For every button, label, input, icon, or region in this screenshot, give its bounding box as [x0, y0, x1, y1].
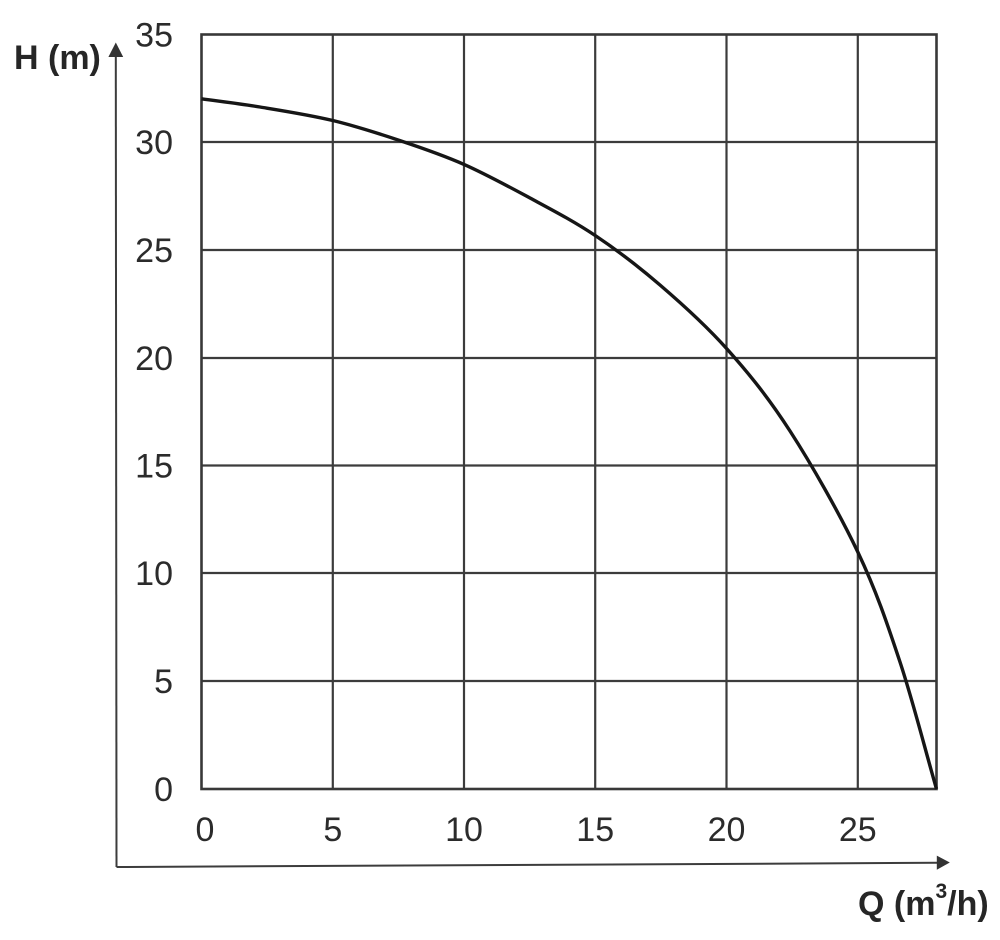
svg-text:5: 5: [154, 663, 173, 701]
svg-text:15: 15: [576, 811, 614, 849]
svg-text:20: 20: [708, 811, 746, 849]
svg-text:0: 0: [154, 771, 173, 809]
svg-text:0: 0: [196, 811, 215, 849]
svg-text:10: 10: [445, 811, 483, 849]
svg-text:35: 35: [135, 17, 173, 55]
svg-text:H (m): H (m): [14, 39, 101, 77]
svg-text:30: 30: [135, 124, 173, 162]
svg-text:20: 20: [135, 340, 173, 378]
svg-text:10: 10: [135, 555, 173, 593]
svg-text:25: 25: [839, 811, 877, 849]
svg-text:25: 25: [135, 232, 173, 270]
svg-text:Q (m3/h): Q (m3/h): [858, 880, 989, 923]
svg-text:15: 15: [135, 448, 173, 486]
svg-text:5: 5: [323, 811, 342, 849]
